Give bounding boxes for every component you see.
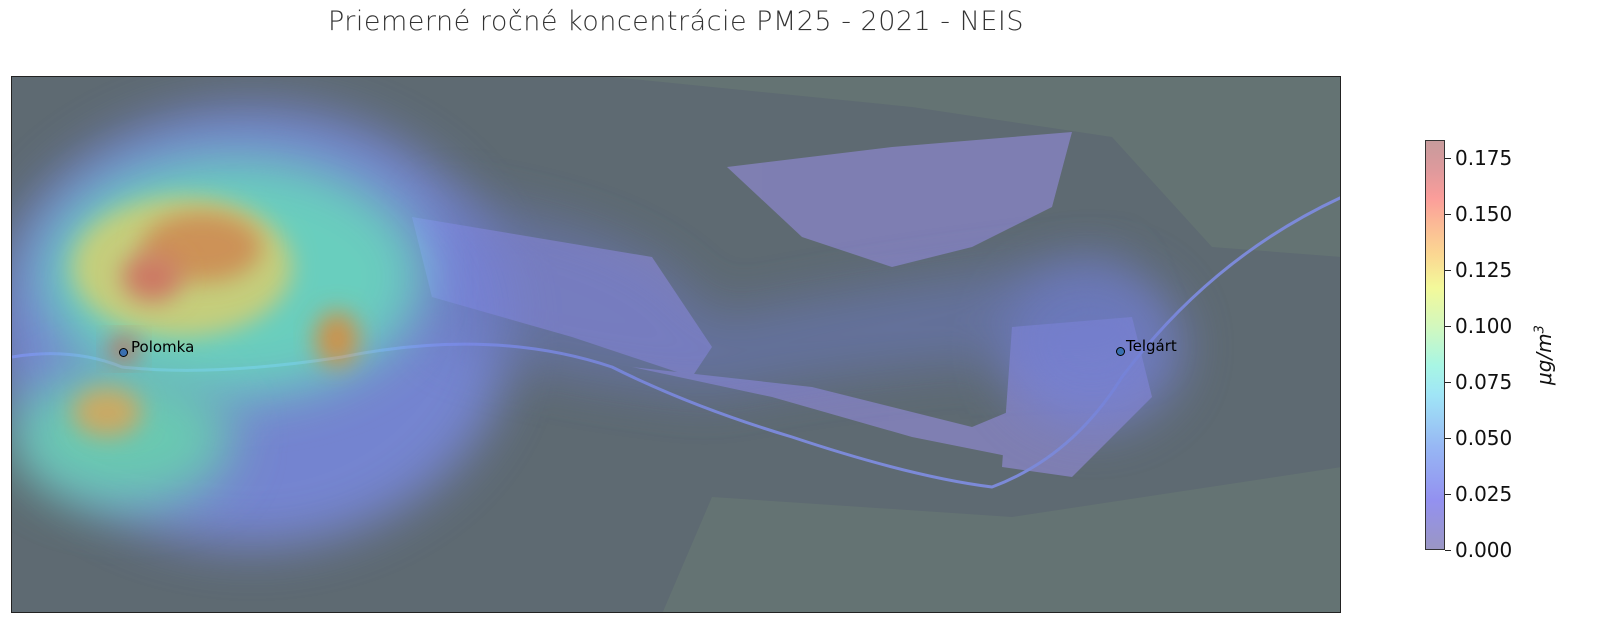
- forest-areas: [612, 77, 1340, 612]
- colorbar-tick-label: 0.000: [1455, 538, 1513, 562]
- colorbar-tick-label: 0.150: [1455, 201, 1513, 226]
- location-label-polomka: Polomka: [131, 338, 195, 356]
- colorbar-tick-mark: [1445, 437, 1451, 439]
- location-marker-telgart[interactable]: [1116, 347, 1125, 356]
- colorbar-tick-label: 0.175: [1455, 145, 1513, 170]
- colorbar-tick-mark: [1445, 381, 1451, 383]
- location-label-telgart: Telgárt: [1126, 337, 1177, 355]
- colorbar-tick-label: 0.025: [1455, 481, 1513, 506]
- colorbar-tick-mark: [1445, 325, 1451, 327]
- location-marker-polomka[interactable]: [119, 348, 128, 357]
- colorbar-tick-label: 0.125: [1455, 257, 1513, 282]
- concentration-overlay: [12, 107, 1182, 547]
- colorbar-tick-mark: [1445, 269, 1451, 271]
- chart-title: Priemerné ročné koncentrácie PM25 - 2021…: [327, 6, 1024, 37]
- unit-text: μg/m: [1532, 333, 1556, 385]
- map-view[interactable]: Polomka Telgárt: [11, 76, 1341, 613]
- colorbar-tick-label: 0.075: [1455, 369, 1513, 394]
- colorbar-label: μg/m3: [1532, 325, 1556, 385]
- colorbar-tick-mark: [1445, 550, 1451, 551]
- colorbar-tick-label: 0.100: [1455, 313, 1513, 338]
- colorbar-tick-mark: [1445, 213, 1451, 215]
- unit-superscript: 3: [1532, 325, 1548, 334]
- colorbar-tick-mark: [1445, 493, 1451, 495]
- colorbar-tick-mark: [1445, 157, 1451, 159]
- colorbar-tick-label: 0.050: [1455, 425, 1513, 450]
- colorbar: [1425, 140, 1445, 550]
